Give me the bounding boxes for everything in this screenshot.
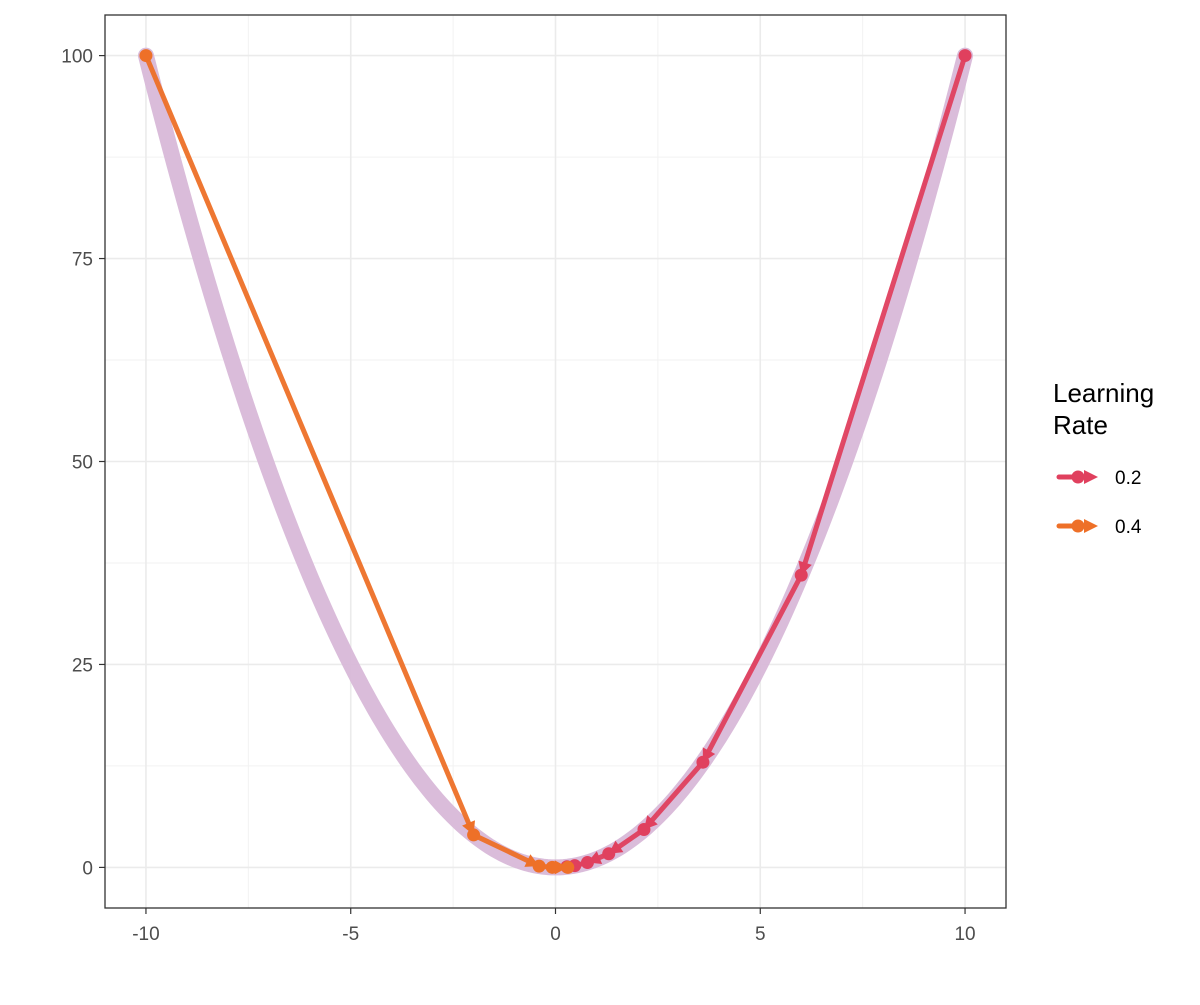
- legend-key-arrowhead: [1084, 519, 1098, 533]
- y-tick-label: 50: [72, 453, 93, 474]
- series-point: [959, 49, 972, 62]
- x-tick-label: 0: [550, 924, 561, 945]
- x-tick-label: 10: [954, 924, 975, 945]
- y-tick-label: 25: [72, 655, 93, 676]
- series-segment: [703, 575, 801, 762]
- series-point: [795, 569, 808, 582]
- legend-items: 0.2 0.4: [1059, 468, 1142, 538]
- x-tick-label: -5: [342, 924, 359, 945]
- legend-title-line-2: Rate: [1053, 410, 1108, 440]
- legend-item-0.4: 0.4: [1059, 517, 1142, 538]
- legend-item-0.2: 0.2: [1059, 468, 1141, 489]
- series-point: [637, 823, 650, 836]
- y-tick-label: 75: [72, 250, 93, 271]
- y-tick-label: 100: [61, 47, 93, 68]
- legend-title-line-1: Learning: [1053, 378, 1154, 408]
- legend-key-arrowhead: [1084, 470, 1098, 484]
- series-point: [696, 756, 709, 769]
- series-point: [139, 49, 152, 62]
- legend-label: 0.4: [1115, 517, 1142, 538]
- series-point: [561, 861, 574, 874]
- grid-layer: [105, 15, 1006, 908]
- y-tick-label: 0: [82, 858, 93, 879]
- series-segment: [644, 762, 703, 829]
- series-point: [467, 828, 480, 841]
- x-tick-label: 5: [755, 924, 766, 945]
- series-segment: [801, 56, 965, 576]
- series-point: [533, 860, 546, 873]
- series-point: [581, 856, 594, 869]
- series-segment: [146, 56, 474, 835]
- legend: Learning Rate 0.2 0.4: [1053, 378, 1154, 538]
- series-point: [602, 847, 615, 860]
- x-tick-label: -10: [132, 924, 159, 945]
- legend-key-point: [1072, 471, 1085, 484]
- legend-key-point: [1072, 520, 1085, 533]
- series-point: [546, 861, 559, 874]
- legend-label: 0.2: [1115, 468, 1141, 489]
